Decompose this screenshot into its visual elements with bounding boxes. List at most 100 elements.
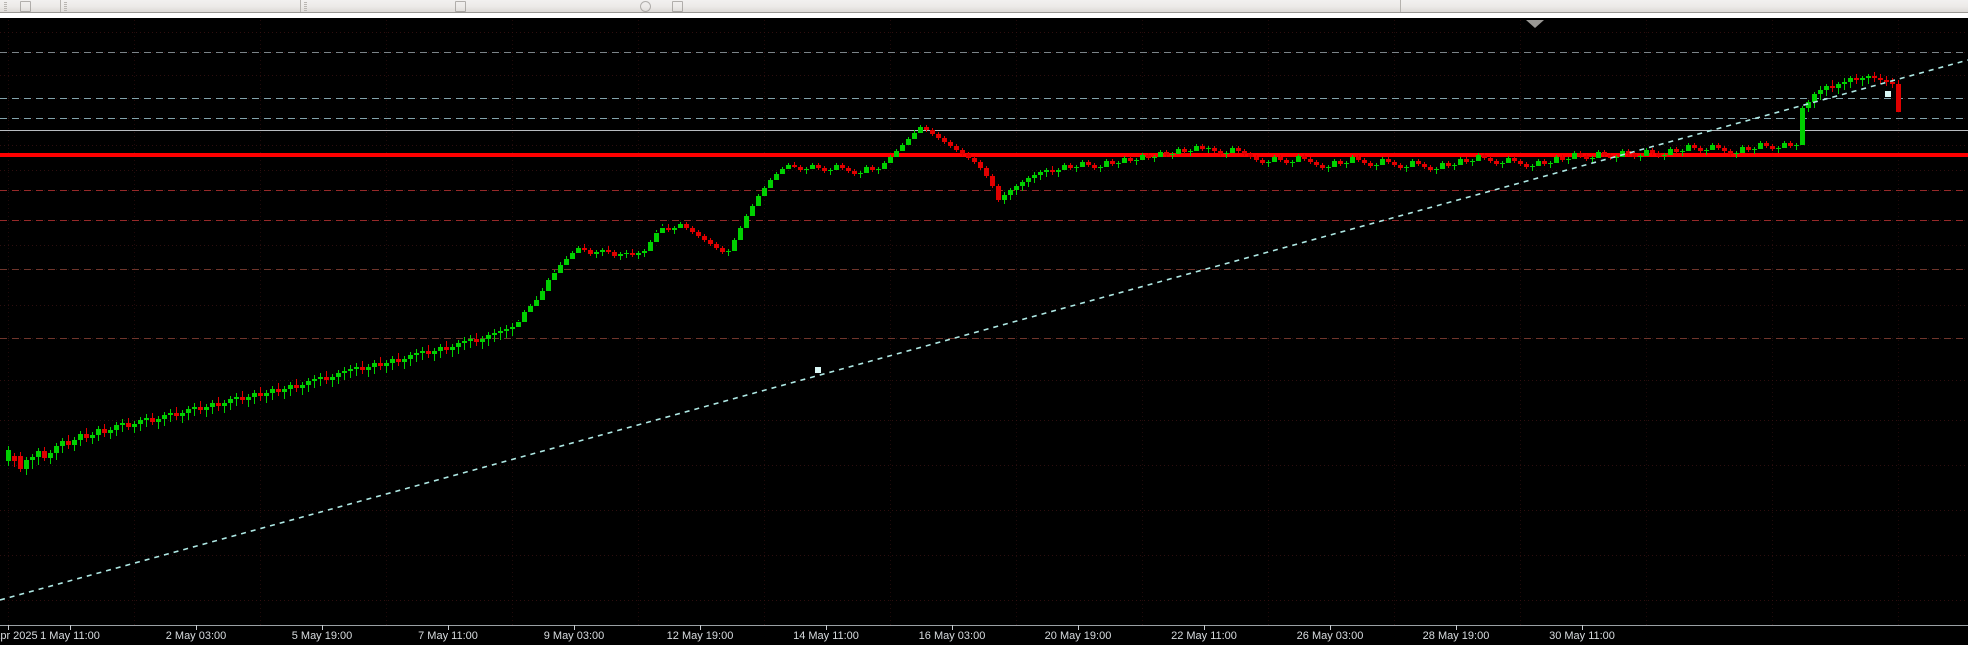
candlestick: [1098, 165, 1103, 172]
candle-body: [336, 373, 341, 377]
candlestick: [1722, 146, 1727, 153]
candle-body: [1596, 152, 1601, 158]
level-dashed-cyan-1[interactable]: [0, 98, 1968, 99]
candle-body: [1524, 164, 1529, 167]
candlestick: [168, 409, 173, 422]
candle-wick: [422, 347, 423, 360]
candle-body: [1416, 161, 1421, 164]
level-dashed-grey-top[interactable]: [0, 52, 1968, 53]
toolbar-grip-1[interactable]: [64, 2, 67, 11]
candlestick: [1668, 147, 1673, 155]
candle-body: [204, 407, 209, 410]
candlestick: [1266, 160, 1271, 167]
candlestick: [552, 270, 557, 280]
candle-wick: [194, 403, 195, 416]
candle-body: [1824, 86, 1829, 90]
candle-body: [1650, 150, 1655, 153]
candlestick: [1686, 143, 1691, 151]
price-chart[interactable]: [0, 20, 1968, 625]
level-dashed-red-2[interactable]: [0, 220, 1968, 221]
candle-body: [354, 367, 359, 369]
toolbar-separator-2: [1400, 0, 1401, 12]
candle-body: [138, 420, 143, 424]
candlestick: [1188, 149, 1193, 156]
time-axis-label: 22 May 11:00: [1171, 630, 1237, 642]
candle-body: [684, 224, 689, 228]
toolbar-grip-2[interactable]: [304, 2, 307, 11]
candlestick: [1842, 78, 1847, 90]
level-dashed-brown-1[interactable]: [0, 269, 1968, 270]
candle-body: [144, 418, 149, 420]
candlestick: [1650, 148, 1655, 155]
chart-plot-area[interactable]: [0, 20, 1968, 625]
candle-body: [234, 397, 239, 399]
grid-icon[interactable]: [672, 1, 683, 12]
candle-body: [936, 134, 941, 138]
candlestick: [594, 250, 599, 258]
candlestick: [1230, 146, 1235, 153]
candlestick: [1350, 155, 1355, 163]
candle-body: [1440, 163, 1445, 169]
candlestick: [1728, 149, 1733, 156]
candlestick: [1590, 156, 1595, 163]
candle-body: [66, 441, 71, 445]
candle-body: [570, 253, 575, 259]
level-dashed-red-1[interactable]: [0, 190, 1968, 191]
candlestick: [522, 310, 527, 322]
level-dashed-brown-2[interactable]: [0, 338, 1968, 339]
cursor-icon[interactable]: [20, 1, 31, 12]
candle-wick: [146, 414, 147, 427]
candle-wick: [134, 421, 135, 433]
candlestick: [1758, 141, 1763, 149]
candlestick: [30, 454, 35, 469]
candle-body: [330, 377, 335, 380]
candle-body: [1050, 170, 1055, 172]
toolbar[interactable]: [0, 0, 1968, 13]
candlestick: [438, 344, 443, 358]
candlestick: [1140, 153, 1145, 160]
candlestick: [1584, 154, 1589, 161]
candlestick: [312, 375, 317, 388]
chart-scroll-marker[interactable]: [1526, 20, 1544, 28]
candlestick: [1008, 188, 1013, 200]
candlestick: [1128, 156, 1133, 163]
candle-body: [1758, 143, 1763, 149]
candle-body: [1374, 165, 1379, 166]
candle-body: [96, 429, 101, 435]
candle-body: [1158, 152, 1163, 157]
candle-body: [1266, 162, 1271, 163]
time-axis-line: [0, 625, 1968, 626]
candle-body: [1398, 165, 1403, 168]
candlestick: [1320, 163, 1325, 170]
level-dashed-cyan-2[interactable]: [0, 118, 1968, 119]
level-solid-grey[interactable]: [0, 130, 1968, 131]
candlestick: [1272, 155, 1277, 162]
candle-body: [1434, 169, 1439, 170]
candlestick: [510, 323, 515, 336]
candlestick: [1608, 153, 1613, 160]
candle-body: [150, 418, 155, 422]
candlestick: [1236, 146, 1241, 153]
magnifier-icon[interactable]: [640, 1, 651, 12]
grid-line-vertical: [1016, 20, 1017, 625]
candle-body: [666, 228, 671, 230]
candlestick: [48, 450, 53, 464]
candle-body: [1554, 157, 1559, 163]
candlestick: [1284, 158, 1289, 165]
candle-body: [1368, 163, 1373, 166]
grid-line-vertical: [8, 20, 9, 625]
candle-body: [1800, 108, 1805, 145]
candle-body: [990, 176, 995, 186]
candle-body: [1530, 166, 1535, 167]
candlestick: [1110, 159, 1115, 166]
candle-body: [612, 252, 617, 256]
candle-body: [1542, 161, 1547, 164]
candle-body: [1818, 90, 1823, 94]
candle-body: [678, 224, 683, 228]
toolbar-grip-0[interactable]: [4, 2, 7, 11]
candlestick: [1242, 149, 1247, 156]
crosshair-icon[interactable]: [455, 1, 466, 12]
candlestick: [408, 352, 413, 366]
candle-body: [1866, 76, 1871, 78]
